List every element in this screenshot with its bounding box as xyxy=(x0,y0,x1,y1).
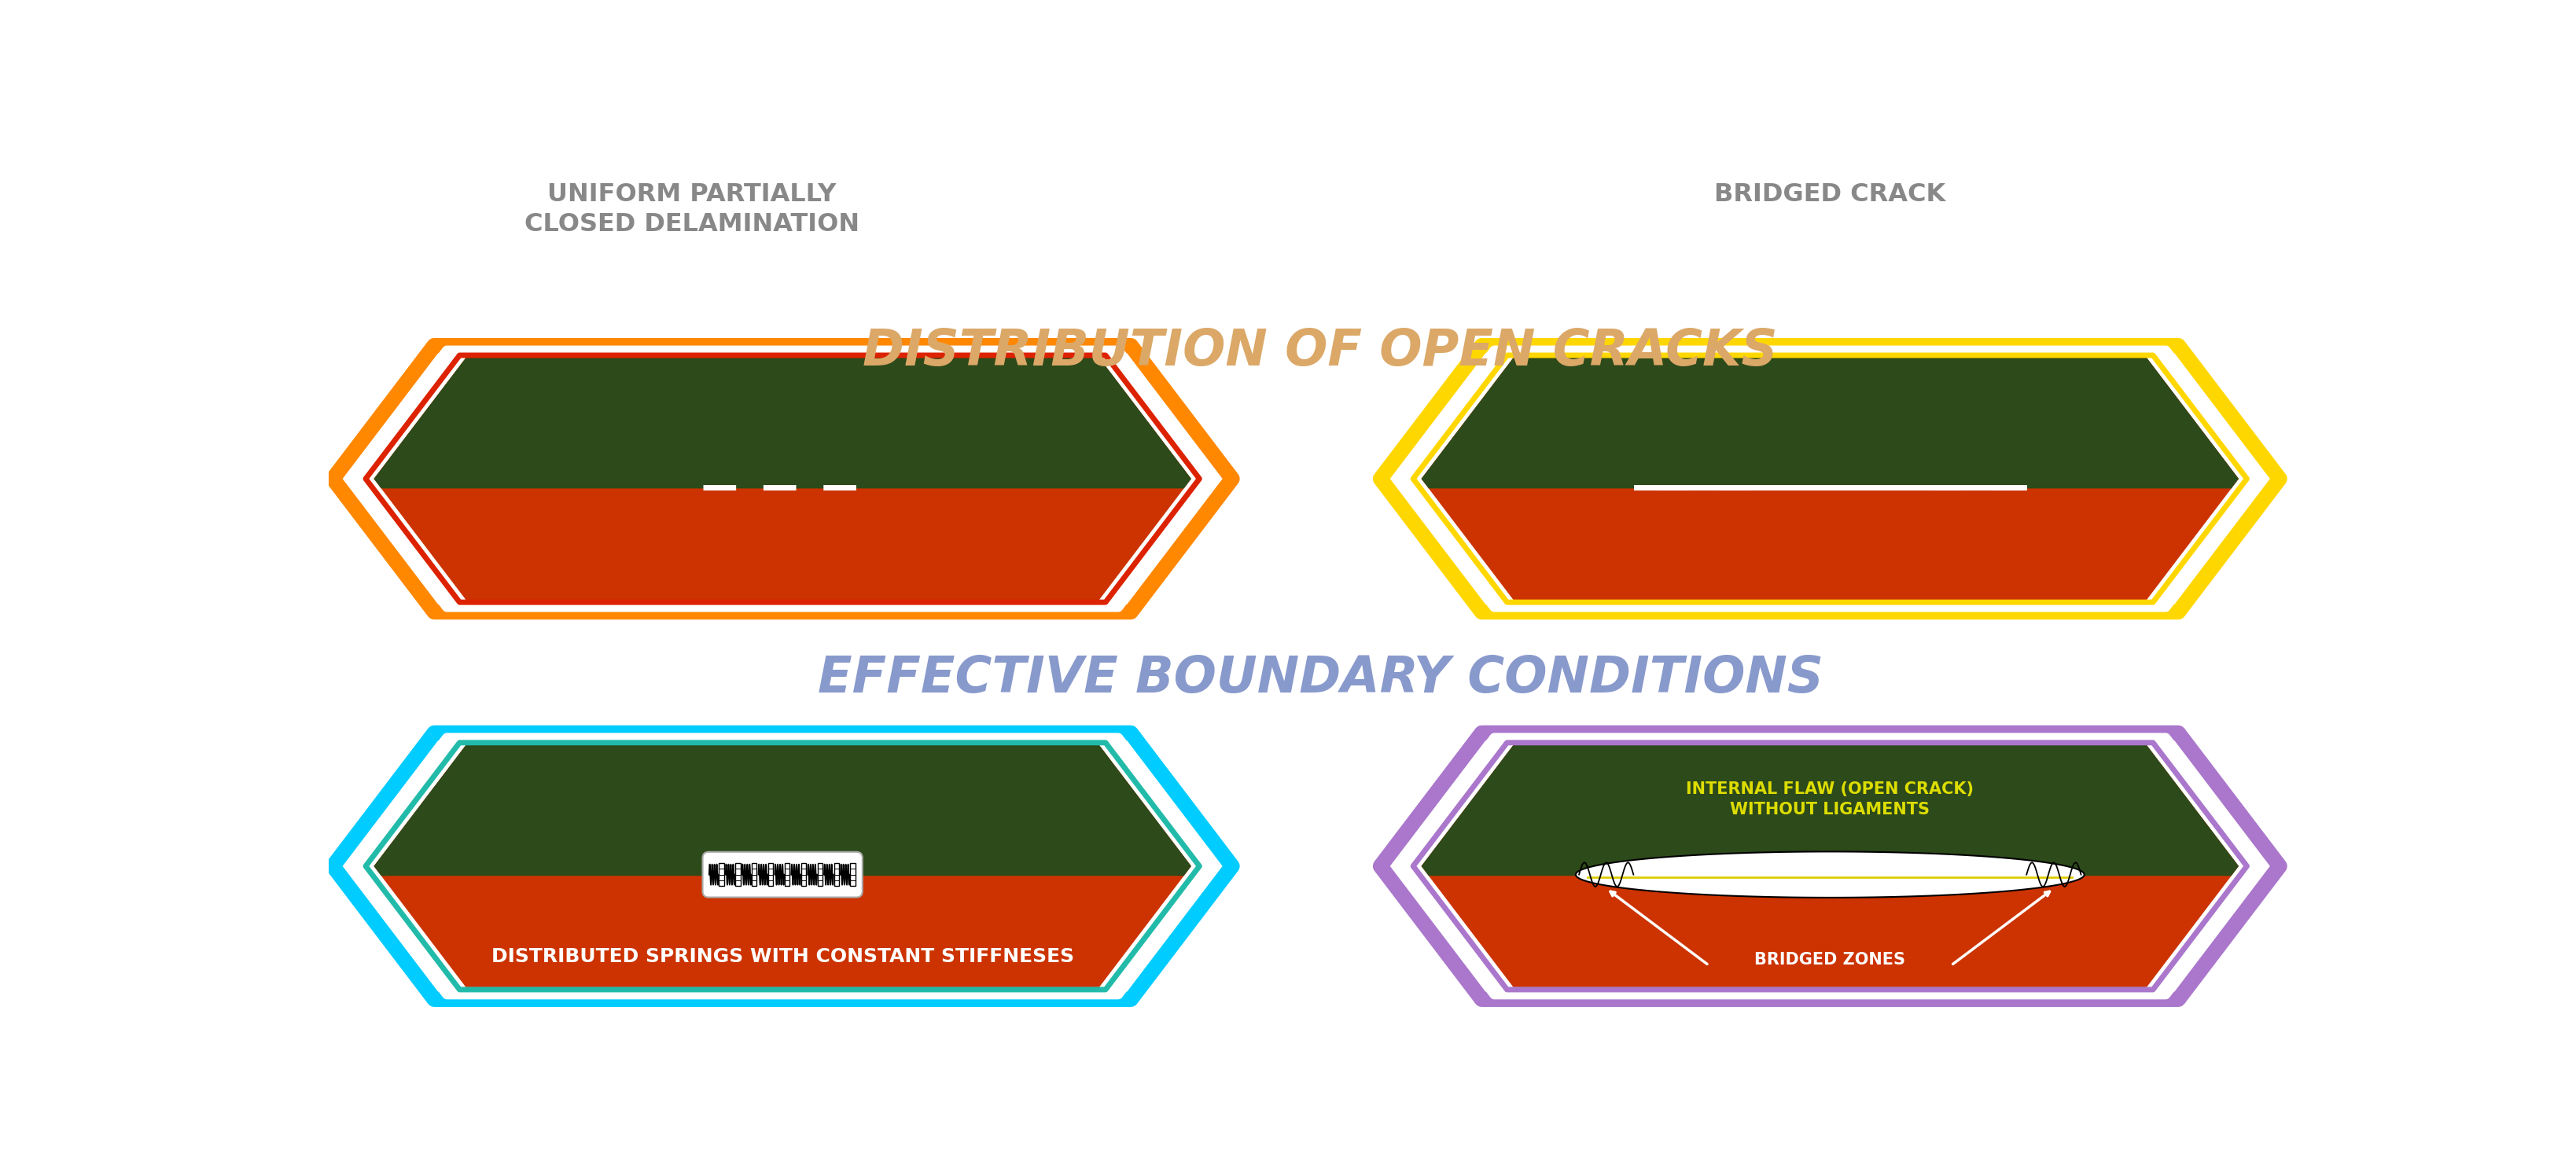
Text: BRIDGED CRACK: BRIDGED CRACK xyxy=(1713,182,1945,207)
Polygon shape xyxy=(374,745,1190,987)
Bar xyxy=(850,864,855,887)
Bar xyxy=(786,864,791,887)
Polygon shape xyxy=(1422,745,2239,876)
Bar xyxy=(835,864,840,887)
Polygon shape xyxy=(374,358,1190,600)
Polygon shape xyxy=(1422,358,2239,600)
Bar xyxy=(801,864,806,887)
Text: UNIFORM PARTIALLY
CLOSED DELAMINATION: UNIFORM PARTIALLY CLOSED DELAMINATION xyxy=(523,182,860,237)
Text: EFFECTIVE BOUNDARY CONDITIONS: EFFECTIVE BOUNDARY CONDITIONS xyxy=(817,654,1824,703)
Bar xyxy=(734,864,739,887)
Bar xyxy=(752,864,757,887)
Text: DISTRIBUTED SPRINGS WITH CONSTANT STIFFNESES: DISTRIBUTED SPRINGS WITH CONSTANT STIFFN… xyxy=(492,948,1074,966)
Text: INTERNAL FLAW (OPEN CRACK)
WITHOUT LIGAMENTS: INTERNAL FLAW (OPEN CRACK) WITHOUT LIGAM… xyxy=(1687,781,1973,818)
Polygon shape xyxy=(374,745,1190,876)
Text: DISTRIBUTION OF OPEN CRACKS: DISTRIBUTION OF OPEN CRACKS xyxy=(863,328,1777,376)
Bar xyxy=(768,864,773,887)
Polygon shape xyxy=(1577,852,2084,898)
Polygon shape xyxy=(374,358,1190,489)
Bar xyxy=(719,864,724,887)
Bar xyxy=(817,864,822,887)
Polygon shape xyxy=(1422,358,2239,489)
Text: BRIDGED ZONES: BRIDGED ZONES xyxy=(1754,952,1906,968)
Polygon shape xyxy=(1422,745,2239,987)
FancyBboxPatch shape xyxy=(703,852,863,897)
